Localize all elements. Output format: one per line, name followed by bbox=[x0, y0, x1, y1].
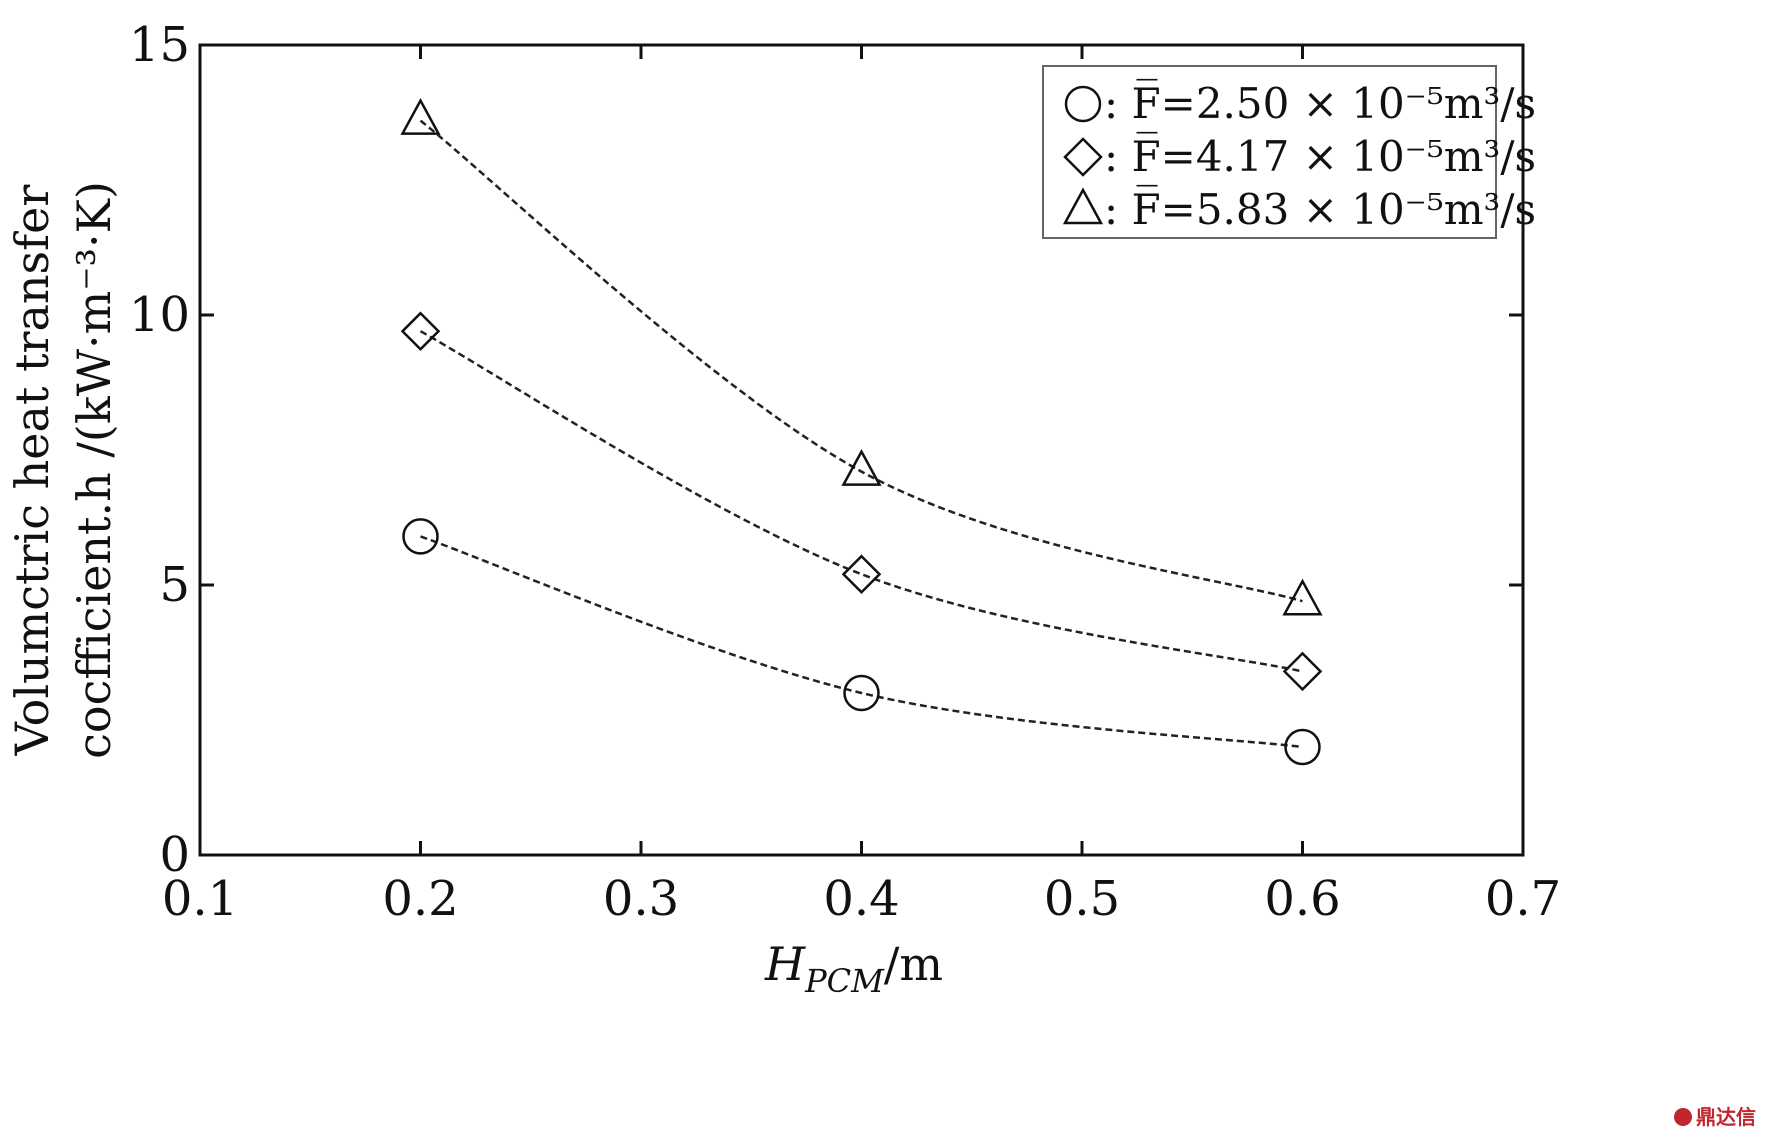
series-line bbox=[420, 535, 1303, 749]
tick-labels: 0.1 0.2 0.3 0.4 0.5 0.6 0.7 0 5 10 15 bbox=[129, 17, 1561, 927]
triangle-marker bbox=[841, 448, 882, 486]
x-tick-label: 0.7 bbox=[1485, 871, 1561, 927]
x-tick-label: 0.1 bbox=[162, 871, 238, 927]
legend-label: : F̅=4.17 × 10⁻⁵m³/s bbox=[1104, 130, 1536, 181]
legend-label: : F̅=2.50 × 10⁻⁵m³/s bbox=[1104, 77, 1536, 128]
y-tick-label: 10 bbox=[129, 287, 190, 343]
diamond-marker bbox=[400, 311, 441, 351]
y-axis-title-line1: Volumctric heat transfer bbox=[5, 185, 59, 757]
y-axis-title-line2: cocfficient.h /(kW·m⁻³·K) bbox=[67, 181, 121, 759]
circle-marker bbox=[402, 518, 439, 555]
watermark-text: 鼎达信 bbox=[1696, 1105, 1756, 1129]
y-tick-label: 15 bbox=[129, 17, 190, 73]
watermark-logo-icon bbox=[1674, 1108, 1692, 1126]
series-diamond bbox=[400, 311, 1323, 692]
series-circle bbox=[402, 518, 1321, 766]
series-line bbox=[419, 330, 1303, 673]
y-tick-label: 5 bbox=[159, 557, 190, 613]
legend: : F̅=2.50 × 10⁻⁵m³/s: F̅=4.17 × 10⁻⁵m³/s… bbox=[1042, 65, 1536, 239]
series-line bbox=[419, 119, 1303, 603]
triangle-marker bbox=[400, 97, 441, 135]
x-tick-label: 0.6 bbox=[1264, 871, 1340, 927]
watermark: 鼎达信 bbox=[1674, 1105, 1756, 1129]
triangle-marker bbox=[1282, 578, 1323, 616]
x-tick-label: 0.2 bbox=[382, 871, 458, 927]
x-tick-label: 0.4 bbox=[823, 871, 899, 927]
ticks bbox=[198, 43, 1525, 857]
x-tick-label: 0.3 bbox=[603, 871, 679, 927]
legend-box bbox=[1042, 65, 1497, 239]
legend-diamond-icon bbox=[1063, 137, 1103, 177]
circle-marker bbox=[843, 674, 880, 712]
circle-marker bbox=[1284, 728, 1321, 766]
series-layer bbox=[400, 97, 1323, 766]
y-tick-label: 0 bbox=[159, 827, 190, 883]
diamond-marker bbox=[1282, 651, 1323, 692]
legend-item: : F̅=4.17 × 10⁻⁵m³/s bbox=[1063, 130, 1536, 181]
legend-item: : F̅=2.50 × 10⁻⁵m³/s bbox=[1064, 77, 1536, 128]
legend-triangle-icon bbox=[1062, 187, 1104, 225]
x-axis-title: HPCM/m bbox=[764, 937, 943, 1000]
legend-circle-icon bbox=[1064, 85, 1102, 123]
legend-label: : F̅=5.83 × 10⁻⁵m³/s bbox=[1104, 183, 1536, 234]
series-triangle bbox=[400, 97, 1323, 616]
x-tick-label: 0.5 bbox=[1044, 871, 1120, 927]
diamond-marker bbox=[841, 554, 882, 594]
y-axis-title: Volumctric heat transfer cocfficient.h /… bbox=[5, 181, 121, 759]
legend-item: : F̅=5.83 × 10⁻⁵m³/s bbox=[1062, 183, 1536, 234]
